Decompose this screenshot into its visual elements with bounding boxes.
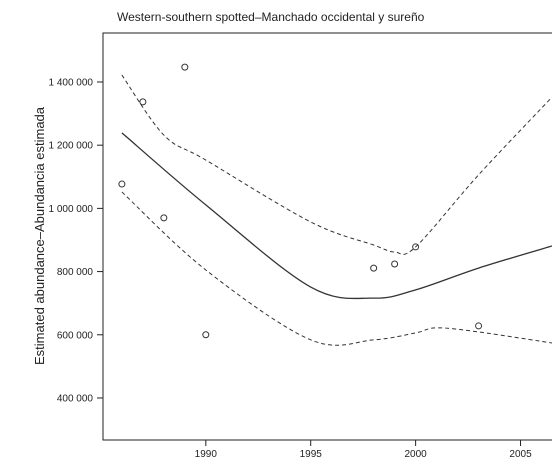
y-tick-label: 1 400 000: [49, 77, 94, 88]
plot-frame: [102, 32, 552, 441]
y-tick-label: 800 000: [57, 267, 94, 278]
data-point: [391, 260, 399, 268]
data-point: [160, 214, 168, 222]
x-tick-label: 1990: [195, 449, 218, 460]
data-point: [181, 63, 189, 71]
chart-title: Western-southern spotted–Manchado occide…: [117, 10, 425, 24]
data-point: [202, 331, 210, 339]
y-tick-label: 600 000: [57, 330, 94, 341]
y-tick-label: 400 000: [57, 393, 94, 404]
data-point: [475, 322, 483, 330]
data-point: [118, 180, 126, 188]
y-tick-label: 1 200 000: [49, 141, 94, 152]
data-point: [412, 243, 420, 251]
confidence-band: [121, 191, 552, 346]
x-tick-label: 2005: [509, 449, 532, 460]
data-point: [139, 98, 147, 106]
data-point: [370, 264, 378, 272]
x-tick-label: 2000: [404, 449, 427, 460]
fit-line: [121, 132, 552, 300]
confidence-band: [121, 74, 552, 255]
y-axis-label: Estimated abundance–Abundancia estimada: [32, 106, 47, 365]
x-tick-label: 1995: [300, 449, 323, 460]
y-tick-label: 1 000 000: [49, 204, 94, 215]
